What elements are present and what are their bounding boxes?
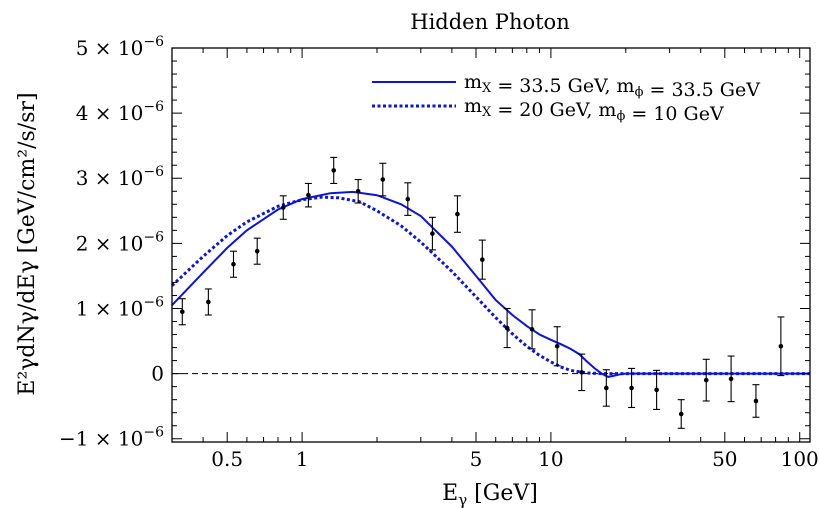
data-marker — [231, 261, 236, 267]
data-marker — [355, 188, 361, 194]
y-tick-label: 5 × 10−6 — [76, 34, 164, 60]
data-marker — [479, 257, 485, 262]
data-point — [453, 195, 461, 233]
data-point — [777, 316, 785, 377]
plot-frame — [171, 47, 811, 443]
data-point — [330, 156, 338, 185]
y-tick-label: 1 × 10−6 — [76, 294, 164, 320]
y-tick-label: −1 × 10−6 — [59, 425, 164, 451]
data-marker — [703, 377, 709, 383]
x-tick-label: 100 — [781, 447, 819, 471]
data-point — [229, 250, 237, 278]
data-point — [702, 358, 710, 402]
data-marker — [778, 343, 784, 349]
x-tick-label: 1 — [296, 447, 309, 471]
data-marker — [753, 398, 759, 404]
x-tick-label: 10 — [538, 447, 563, 471]
x-tick-label: 0.5 — [211, 447, 243, 471]
data-point — [178, 298, 186, 326]
data-point — [478, 239, 486, 280]
legend-entry: mX = 20 GeV, mϕ = 10 GeV — [372, 95, 724, 125]
data-point — [602, 369, 610, 407]
data-point — [204, 288, 212, 316]
data-point — [404, 182, 412, 216]
y-tick-label: 0 — [151, 362, 164, 386]
data-marker — [728, 376, 734, 382]
data-marker — [529, 327, 535, 332]
data-marker — [455, 211, 460, 217]
data-marker — [629, 385, 634, 391]
data-marker — [579, 370, 585, 375]
x-axis-title: Eγ [GeV] — [442, 481, 538, 508]
data-point — [628, 367, 636, 409]
data-point — [304, 182, 312, 208]
series-line-1 — [171, 190, 810, 378]
data-point — [528, 309, 536, 350]
data-point — [653, 369, 661, 410]
x-tick-label: 50 — [712, 447, 737, 471]
data-point — [503, 307, 511, 349]
data-marker — [504, 325, 510, 331]
data-point — [727, 355, 735, 403]
data-point — [279, 195, 287, 220]
plot-area — [170, 156, 810, 429]
data-point — [752, 384, 760, 418]
data-marker — [331, 168, 337, 173]
y-tick-label: 2 × 10−6 — [76, 229, 164, 255]
data-marker — [678, 411, 684, 417]
legend-label: mX = 20 GeV, mϕ = 10 GeV — [464, 95, 724, 125]
data-marker — [654, 387, 659, 393]
y-tick-label: 4 × 10−6 — [76, 99, 164, 125]
data-marker — [179, 309, 185, 315]
legend-label: mX = 33.5 GeV, mϕ = 33.5 GeV — [464, 71, 760, 101]
data-marker — [554, 343, 560, 349]
data-marker — [306, 192, 311, 198]
data-marker — [604, 385, 609, 391]
data-marker — [430, 231, 435, 236]
chart-title: Hidden Photon — [410, 10, 569, 34]
data-point — [253, 237, 261, 265]
y-axis-title: E²γdNγ/dEγ [GeV/cm²/s/sr] — [15, 92, 40, 395]
data-point — [428, 216, 436, 251]
axes: 0.5 1 5 10 50 100 −1 × 10−6 0 1 × 10−6 2 × 10−6 3 … — [59, 34, 819, 471]
data-marker — [280, 205, 286, 210]
data-point — [379, 162, 387, 197]
data-point — [677, 399, 685, 429]
legend-entry: mX = 33.5 GeV, mϕ = 33.5 GeV — [372, 71, 760, 101]
data-marker — [254, 248, 260, 254]
series-line-2 — [170, 195, 810, 376]
y-tick-label: 3 × 10−6 — [76, 164, 164, 190]
data-point — [578, 353, 586, 392]
data-point — [553, 326, 561, 367]
data-marker — [206, 299, 211, 305]
data-marker — [380, 177, 386, 182]
x-tick-label: 5 — [470, 447, 483, 471]
data-marker — [405, 196, 411, 202]
data-point — [354, 179, 362, 204]
